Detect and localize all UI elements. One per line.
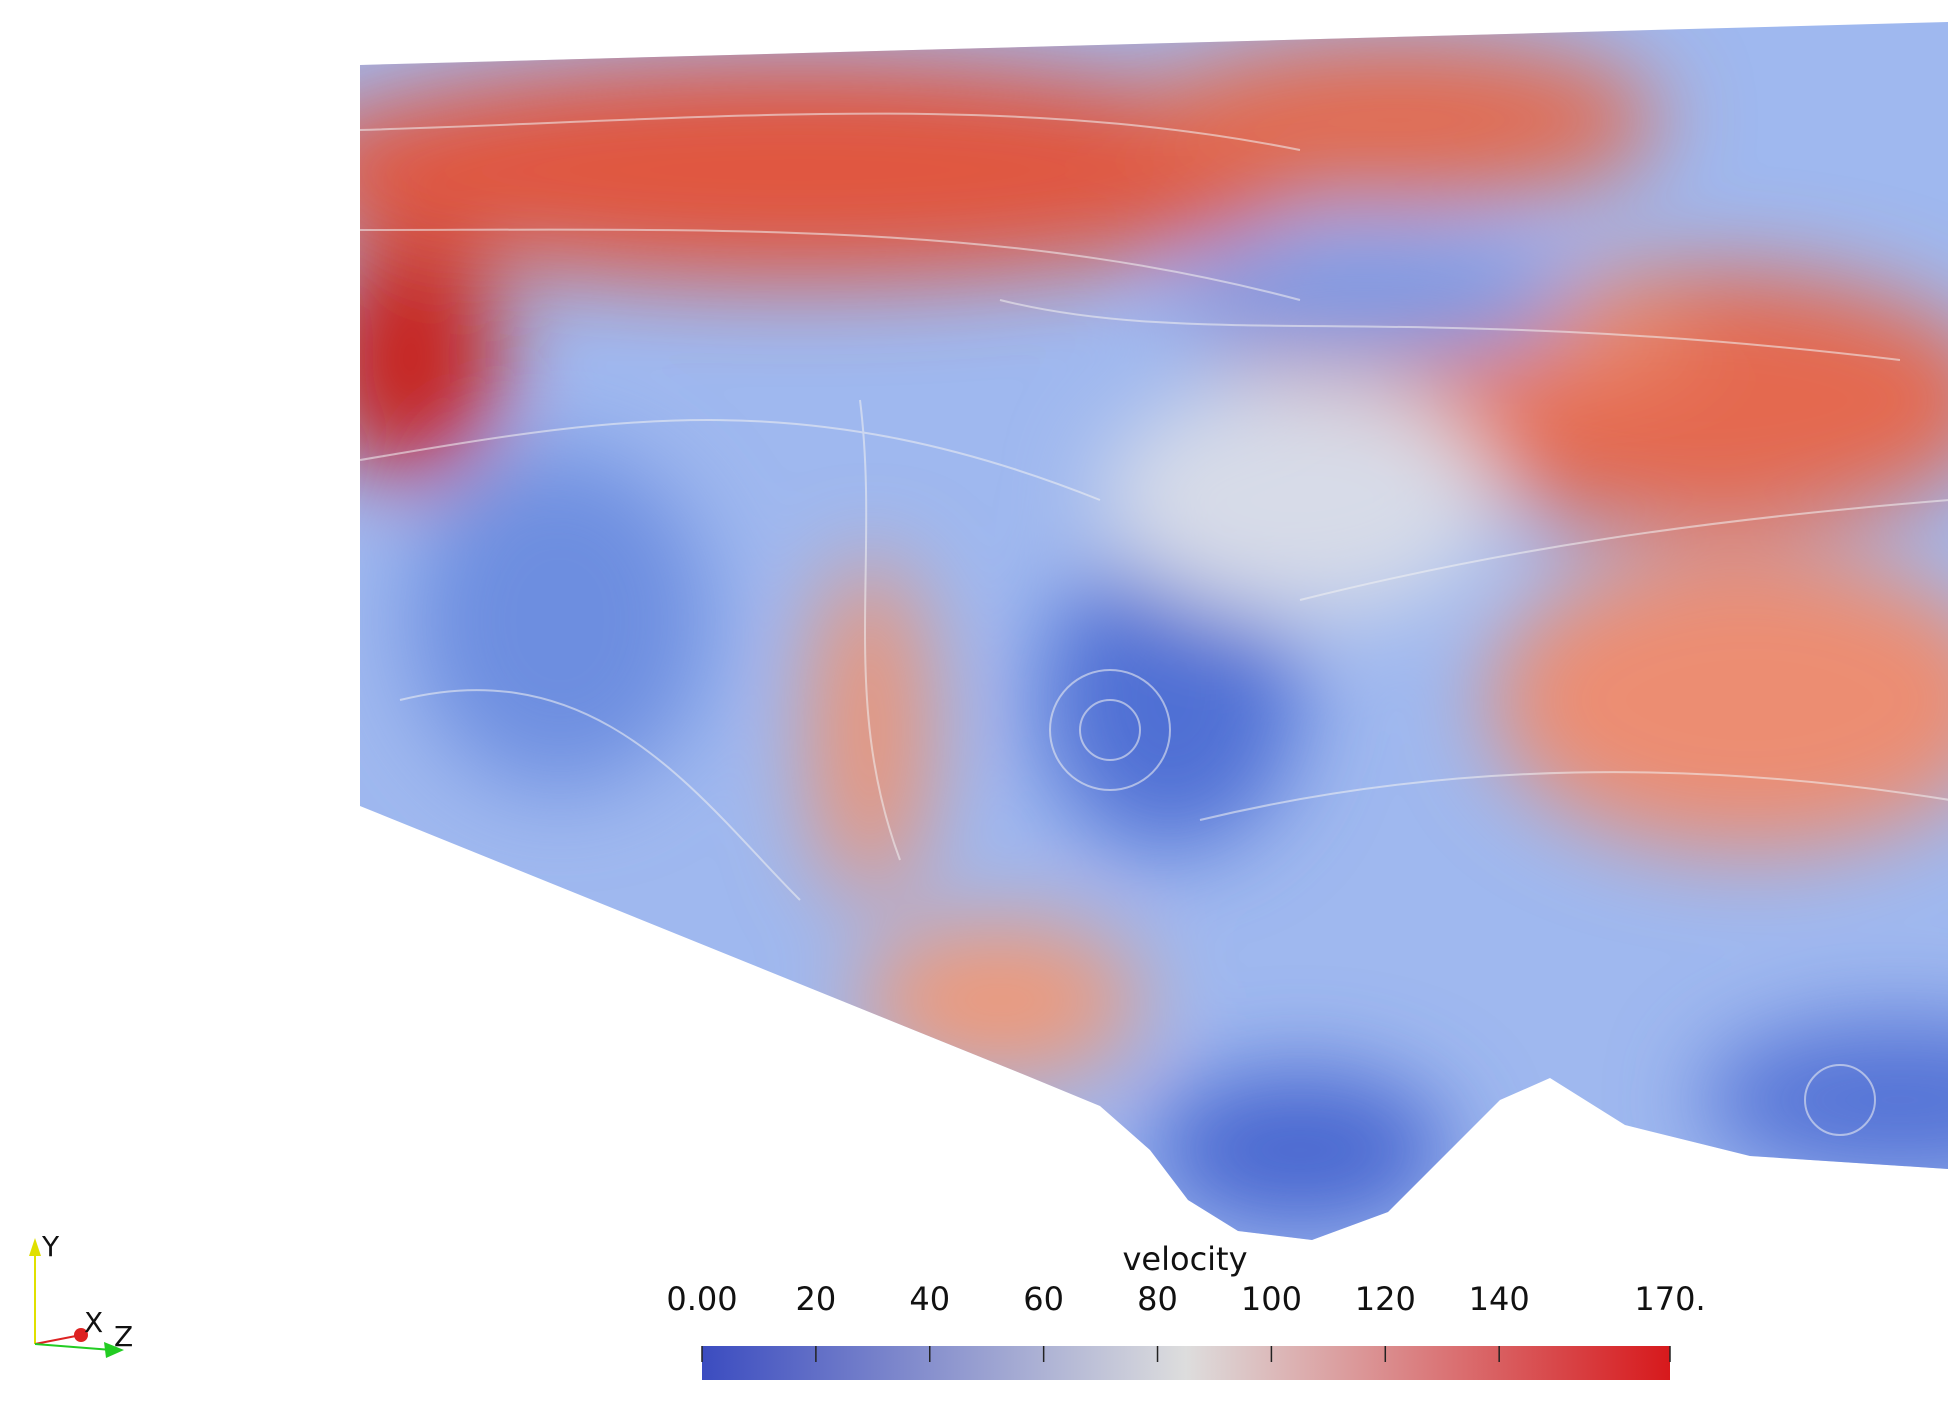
color-legend: velocity 0.00 20 40 60 80 100 120 140 170. [666, 1240, 1706, 1380]
tick-label: 80 [1137, 1280, 1178, 1318]
tick-label: 20 [796, 1280, 837, 1318]
x-arrow [74, 1328, 88, 1342]
colorbar [702, 1346, 1670, 1380]
flow-field [360, 22, 1948, 1240]
orientation-axes: Y X Z [29, 1230, 133, 1358]
tick-label: 60 [1023, 1280, 1064, 1318]
x-label: X [84, 1306, 103, 1339]
tick-label: 100 [1241, 1280, 1302, 1318]
z-arrow [104, 1342, 124, 1358]
tick-label: 140 [1469, 1280, 1530, 1318]
y-label: Y [41, 1230, 60, 1263]
tick-label: 170. [1634, 1280, 1705, 1318]
tick-label: 40 [909, 1280, 950, 1318]
tick-label: 120 [1355, 1280, 1416, 1318]
y-arrow [29, 1238, 41, 1256]
z-label: Z [114, 1320, 133, 1353]
z-axis [34, 1343, 113, 1351]
colorbar-title: velocity [1122, 1240, 1247, 1278]
x-axis [34, 1334, 82, 1345]
tick-label: 0.00 [666, 1280, 737, 1318]
